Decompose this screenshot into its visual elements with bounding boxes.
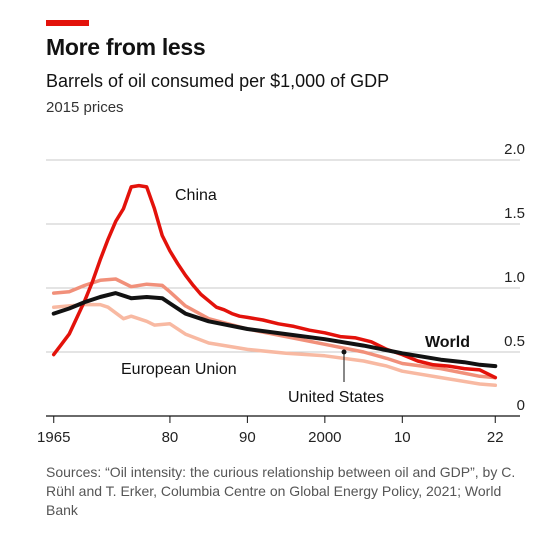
x-tick-label: 22: [487, 429, 504, 446]
chart-subtitle: Barrels of oil consumed per $1,000 of GD…: [46, 71, 390, 91]
series-line-united-states: [51, 302, 498, 388]
y-tick-label: 0: [517, 397, 525, 414]
chart-units: 2015 prices: [46, 99, 124, 116]
series-line-european-union: [51, 277, 498, 380]
series-line-world: [51, 291, 498, 369]
x-tick-label: 90: [239, 429, 256, 446]
chart-title: More from less: [46, 34, 206, 60]
series-label-world: World: [425, 334, 470, 351]
source-note: Sources: “Oil intensity: the curious rel…: [46, 464, 516, 518]
y-tick-label: 1.0: [504, 269, 525, 286]
x-tick-label: 1965: [37, 429, 70, 446]
brand-red-bar: [46, 20, 89, 26]
x-tick-label: 10: [394, 429, 411, 446]
y-tick-label: 1.5: [504, 205, 525, 222]
series-label-european-union: European Union: [121, 361, 237, 378]
us-leader-dot: [341, 349, 347, 355]
series-label-united-states: United States: [288, 389, 384, 406]
x-tick-label: 80: [162, 429, 179, 446]
y-tick-label: 0.5: [504, 333, 525, 350]
y-tick-label: 2.0: [504, 141, 525, 158]
x-tick-label: 2000: [308, 429, 341, 446]
series-label-china: China: [175, 187, 217, 204]
